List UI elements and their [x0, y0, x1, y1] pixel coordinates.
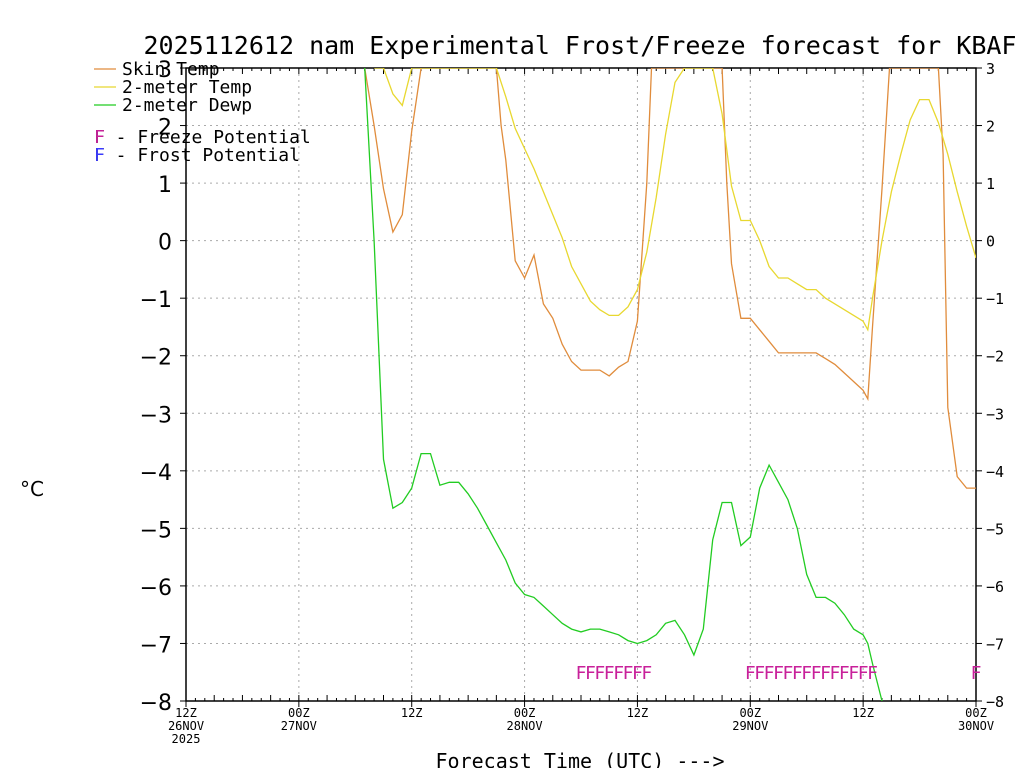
y-tick-label-right: 2	[986, 118, 995, 136]
freeze-potential-marker: F	[641, 663, 652, 684]
y-tick-label-left: −4	[140, 461, 172, 486]
x-tick-label: 00Z	[965, 706, 987, 720]
freeze-potential-marker: F	[604, 663, 615, 684]
freeze-potential-marker: F	[576, 663, 587, 684]
y-tick-label-right: −1	[986, 290, 1004, 308]
freeze-potential-marker: F	[830, 663, 841, 684]
freeze-potential-marker: F	[971, 663, 982, 684]
chart-title: 2025112612 nam Experimental Frost/Freeze…	[144, 31, 1017, 60]
freeze-potential-marker: F	[848, 663, 859, 684]
y-tick-label-left: −3	[140, 403, 172, 428]
y-tick-label-left: 0	[158, 231, 172, 256]
x-tick-label: 12Z	[401, 706, 423, 720]
y-tick-label-right: −5	[986, 520, 1004, 538]
freeze-potential-marker: F	[839, 663, 850, 684]
x-axis-label: Forecast Time (UTC) --->	[436, 749, 725, 768]
legend-label: F - Freeze Potential	[94, 127, 311, 148]
series-line-2-meter-temp	[374, 68, 976, 332]
freeze-potential-marker: F	[613, 663, 624, 684]
x-tick-label: 00Z	[288, 706, 310, 720]
legend-label: 2-meter Dewp	[122, 95, 252, 116]
x-tick-label: 27NOV	[281, 719, 317, 733]
freeze-potential-marker: F	[623, 663, 634, 684]
y-tick-label-right: −4	[986, 463, 1004, 481]
y-tick-label-right: −3	[986, 405, 1004, 423]
freeze-potential-marker: F	[782, 663, 793, 684]
y-tick-label-left: −6	[140, 576, 172, 601]
y-tick-label-left: −2	[140, 346, 172, 371]
y-tick-label-right: 0	[986, 233, 995, 251]
x-tick-label: 12Z	[852, 706, 874, 720]
x-tick-label: 28NOV	[507, 719, 543, 733]
y-tick-label-left: −5	[140, 518, 172, 543]
series-line-2-meter-dewp	[364, 68, 883, 701]
x-tick-label: 12Z	[627, 706, 649, 720]
y-tick-label-left: −1	[140, 288, 172, 313]
freeze-potential-marker: F	[801, 663, 812, 684]
x-tick-label: 2025	[172, 732, 201, 746]
freeze-potential-marker: F	[585, 663, 596, 684]
y-tick-label-left: 2	[158, 116, 172, 141]
y-tick-label-right: −6	[986, 578, 1004, 596]
x-tick-label: 29NOV	[732, 719, 768, 733]
freeze-potential-marker: F	[792, 663, 803, 684]
freeze-potential-marker: F	[632, 663, 643, 684]
legend-label: Skin Temp	[122, 59, 220, 80]
y-tick-label-right: −2	[986, 348, 1004, 366]
y-tick-label-right: 1	[986, 175, 995, 193]
legend-label: F - Frost Potential	[94, 145, 300, 166]
x-tick-label: 26NOV	[168, 719, 204, 733]
y-tick-label-left: −8	[140, 691, 172, 716]
freeze-potential-marker: F	[858, 663, 869, 684]
x-tick-label: 00Z	[739, 706, 761, 720]
x-tick-label: 00Z	[514, 706, 536, 720]
y-tick-label-right: −8	[986, 693, 1004, 711]
freeze-potential-marker: F	[754, 663, 765, 684]
y-tick-label-left: 1	[158, 173, 172, 198]
plot-frame	[185, 67, 977, 702]
freeze-potential-marker: F	[745, 663, 756, 684]
y-tick-label-left: −7	[140, 633, 172, 658]
freeze-potential-marker: F	[867, 663, 878, 684]
legend-marker: F	[94, 145, 105, 166]
y-tick-label-right: 3	[986, 60, 995, 78]
y-tick-label-left: 3	[158, 58, 172, 83]
series-group	[364, 68, 976, 701]
y-tick-label-right: −7	[986, 635, 1004, 653]
x-tick-label: 30NOV	[958, 719, 994, 733]
freeze-potential-marker: F	[820, 663, 831, 684]
legend-marker: F	[94, 127, 105, 148]
freeze-potential-marker: F	[773, 663, 784, 684]
series-line-skin-temp	[364, 68, 976, 489]
freeze-potential-marker: F	[594, 663, 605, 684]
freeze-potential-marker: F	[764, 663, 775, 684]
freeze-potential-marker: F	[811, 663, 822, 684]
plot-area: −8 −8 −7 −7 −6 −6 −5 −5 −4 −4 −3 −3 −2 −2 −1 −1 0 0 1 1 2 2 3 3…	[140, 58, 1005, 746]
legend-label: 2-meter Temp	[122, 77, 252, 98]
x-tick-label: 12Z	[175, 706, 197, 720]
y-axis-label: °C	[20, 477, 44, 501]
